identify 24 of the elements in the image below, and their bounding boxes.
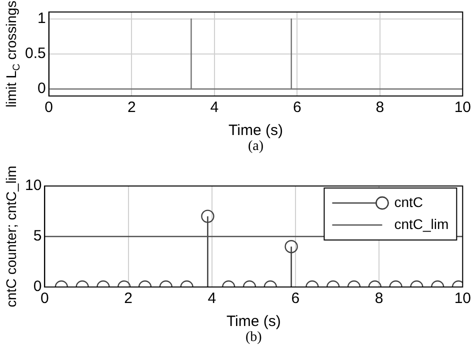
- x-tick-label: 2: [124, 290, 132, 308]
- x-tick-label: 10: [454, 99, 471, 116]
- y-tick-label: 0: [38, 80, 46, 98]
- legend-label: cntC_lim: [394, 216, 449, 232]
- legend-label: cntC: [394, 194, 423, 210]
- x-tick-label: 8: [376, 99, 384, 116]
- y-tick-label: 0: [33, 278, 42, 296]
- text: (a): [248, 139, 264, 155]
- x-axis-title: Time (s): [226, 313, 281, 330]
- x-tick-label: 4: [210, 99, 219, 116]
- y-tick-label: 1: [38, 10, 46, 28]
- y-axis-title: limit LC crossings: [2, 0, 23, 108]
- x-tick-label: 6: [292, 99, 302, 116]
- x-tick-label: 2: [127, 99, 136, 116]
- x-tick-label: 10: [454, 290, 471, 308]
- y-axis-title: cntC counter; cntC_lim: [2, 166, 19, 308]
- x-tick-label: 4: [208, 290, 216, 308]
- x-axis-title: Time (s): [228, 122, 283, 140]
- x-tick-label: 6: [291, 290, 300, 308]
- y-tick-label: 0.5: [24, 45, 46, 62]
- y-tick-label: 10: [24, 177, 42, 194]
- x-tick-label: 8: [374, 290, 384, 308]
- y-tick-label: 5: [33, 228, 42, 245]
- text: (b): [245, 330, 262, 346]
